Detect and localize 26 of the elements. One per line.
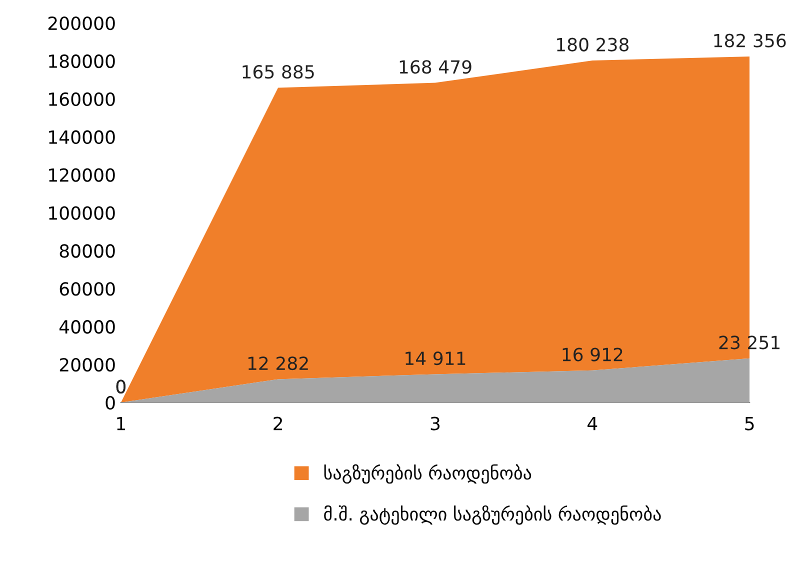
data-label: 180 238 bbox=[557, 38, 629, 52]
y-tick-label: 140000 bbox=[49, 130, 115, 144]
legend-label: საგზურების რაოდენობა bbox=[324, 464, 532, 484]
y-tick-label: 0 bbox=[106, 396, 115, 410]
data-label: 16 912 bbox=[562, 348, 622, 362]
y-tick-label: 160000 bbox=[49, 92, 115, 106]
data-label: 14 911 bbox=[406, 351, 466, 366]
x-tick-label: 3 bbox=[430, 416, 440, 430]
y-tick-label: 20000 bbox=[60, 358, 115, 372]
data-label: 12 282 bbox=[248, 356, 308, 370]
data-label: 182 356 bbox=[714, 34, 786, 48]
y-tick-label: 100000 bbox=[49, 206, 115, 220]
legend-label: მ.შ. გატეხილი საგზურების რაოდენობა bbox=[324, 505, 661, 525]
data-label: 165 885 bbox=[242, 65, 314, 79]
x-tick-label: 2 bbox=[274, 416, 282, 430]
x-tick-label: 4 bbox=[588, 416, 598, 430]
y-tick-label: 40000 bbox=[59, 320, 115, 334]
y-tick-label: 180000 bbox=[49, 54, 115, 68]
data-label: 168 479 bbox=[400, 60, 472, 74]
x-tick-label: 1 bbox=[117, 416, 125, 430]
data-label: 0 bbox=[116, 380, 126, 394]
x-tick-label: 5 bbox=[745, 416, 754, 430]
y-tick-label: 80000 bbox=[60, 244, 115, 258]
y-tick-label: 120000 bbox=[49, 168, 115, 182]
y-tick-label: 60000 bbox=[60, 282, 115, 296]
y-tick-label: 200000 bbox=[48, 16, 115, 30]
